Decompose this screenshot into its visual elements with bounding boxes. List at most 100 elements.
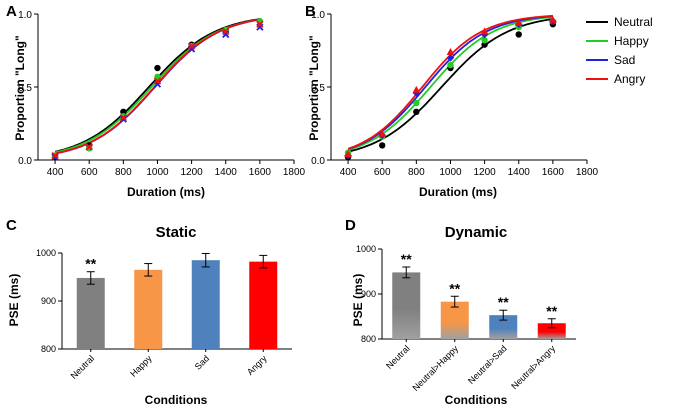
panel-d-bar-2 bbox=[440, 301, 469, 339]
panel-d-category-label: Neutral>Angry bbox=[509, 343, 557, 391]
panel-b-point-sad bbox=[446, 54, 455, 62]
panel-a-point-angry bbox=[85, 143, 93, 151]
panel-a-point-neutral bbox=[120, 108, 127, 116]
panel-a-curve-sad bbox=[54, 18, 261, 155]
panel-a-x-tick-label: 1400 bbox=[215, 167, 238, 178]
panel-d-y-tick-label: 1000 bbox=[356, 244, 376, 254]
panel-b-point-neutral bbox=[379, 142, 386, 149]
panel-a-x-tick-label: 600 bbox=[81, 167, 98, 178]
panel-b-curve-happy bbox=[347, 16, 553, 151]
panel-b-point-angry bbox=[378, 129, 386, 137]
panel-b-x-tick-label: 1600 bbox=[542, 167, 565, 178]
panel-b-x-tick-label: 1400 bbox=[508, 167, 531, 178]
panel-b-plot: 400 600 800 1000 1200 1400 1600 1800 0.0 0.5 1.0 bbox=[311, 10, 598, 178]
panel-b-point-angry bbox=[412, 85, 421, 93]
panel-c-category-label: Sad bbox=[193, 353, 211, 371]
panel-b-point-angry bbox=[549, 15, 557, 23]
panel-d-bar-4 bbox=[537, 323, 566, 339]
panel-b-point-happy bbox=[447, 61, 454, 69]
panel-b-x-tick-label: 1000 bbox=[439, 167, 462, 178]
panel-a-x-tick-label: 400 bbox=[47, 167, 64, 178]
panel-a-x-tick-label: 1000 bbox=[146, 167, 169, 178]
legend-label-neutral: Neutral bbox=[614, 15, 653, 29]
panel-b-y-tick-label: 0.5 bbox=[311, 83, 325, 94]
panel-a-point-sad bbox=[119, 115, 127, 123]
panel-b-point-angry bbox=[480, 27, 489, 35]
panel-a-point-angry bbox=[187, 42, 196, 50]
panel-d-bar-3 bbox=[489, 315, 518, 339]
panel-b-x-tick-label: 600 bbox=[374, 167, 391, 178]
panel-c-y-axis-title: PSE (ms) bbox=[7, 274, 21, 327]
panel-a-curve-angry bbox=[54, 18, 261, 155]
panel-c-category-label: Angry bbox=[245, 353, 269, 377]
panel-b-y-axis-title: Proportion "Long" bbox=[307, 35, 321, 140]
panel-d-bar-1 bbox=[392, 272, 421, 339]
panel-a-point-angry bbox=[51, 151, 59, 160]
panel-letter-a: A bbox=[6, 3, 17, 20]
panel-c-bar-2 bbox=[134, 269, 163, 349]
panel-d-significance-stars: ** bbox=[546, 303, 557, 319]
panel-a-x-tick-label: 1800 bbox=[283, 167, 306, 178]
panel-letter-b: B bbox=[305, 3, 316, 20]
panel-d-category-label: Neutral>Happy bbox=[410, 343, 460, 393]
panel-b-x-tick-label: 800 bbox=[408, 167, 425, 178]
panel-a-point-neutral bbox=[154, 64, 161, 72]
panel-a-y-tick-label: 0.0 bbox=[18, 156, 32, 167]
panel-b-curve-sad bbox=[347, 15, 553, 150]
panel-b-x-tick-label: 400 bbox=[340, 167, 357, 178]
panel-b: B Proportion "Long" Duration (ms) 400 600… bbox=[305, 3, 599, 199]
panel-b-point-happy bbox=[413, 99, 420, 107]
panel-a-y-tick-label: 1.0 bbox=[18, 10, 32, 21]
panel-b-point-neutral bbox=[413, 108, 420, 116]
panel-c-bar-1 bbox=[76, 277, 105, 349]
panel-letter-c: C bbox=[6, 217, 17, 234]
panel-b-x-tick-label: 1200 bbox=[473, 167, 496, 178]
panel-b-point-neutral bbox=[515, 31, 522, 38]
panel-c-category-label: Neutral bbox=[69, 353, 97, 381]
panel-c-y-tick-label: 1000 bbox=[36, 248, 56, 258]
panel-c-y-tick-label: 800 bbox=[41, 344, 56, 354]
panel-a-plot: 400 600 800 1000 1200 1400 1600 1800 0.0 0.5 1.0 bbox=[18, 10, 305, 178]
panel-c-y-tick-label: 900 bbox=[41, 296, 56, 306]
legend: Neutral Happy Sad Angry bbox=[586, 15, 653, 86]
panel-a-x-tick-label: 800 bbox=[115, 167, 132, 178]
panel-c-bar-3 bbox=[191, 260, 220, 349]
panel-d: D Dynamic PSE (ms) Conditions 800 900 1000… bbox=[345, 217, 576, 407]
panel-b-x-tick-label: 1800 bbox=[576, 167, 599, 178]
legend-label-angry: Angry bbox=[614, 72, 645, 86]
panel-b-point-neutral bbox=[481, 41, 488, 48]
panel-c-title: Static bbox=[156, 224, 197, 241]
panel-a-point-angry bbox=[222, 27, 230, 36]
panel-c-significance-stars: ** bbox=[85, 256, 96, 272]
panel-a-curve-happy bbox=[54, 18, 261, 154]
panel-a-x-tick-label: 1200 bbox=[180, 167, 203, 178]
panel-a-point-angry bbox=[153, 77, 162, 85]
panel-a-y-axis-title: Proportion "Long" bbox=[13, 35, 27, 140]
panel-d-y-axis-title: PSE (ms) bbox=[351, 274, 365, 327]
panel-d-y-tick-label: 800 bbox=[361, 334, 376, 344]
panel-d-category-label: Neutral bbox=[384, 343, 412, 371]
panel-a: A Proportion "Long" Duration (ms) 400 600… bbox=[6, 3, 306, 199]
panel-c-category-label: Happy bbox=[128, 353, 154, 379]
panel-d-significance-stars: ** bbox=[401, 251, 412, 267]
panel-d-title: Dynamic bbox=[445, 224, 508, 241]
legend-label-sad: Sad bbox=[614, 53, 635, 67]
panel-b-point-angry bbox=[344, 150, 352, 158]
panel-a-point-angry bbox=[119, 114, 127, 122]
panel-b-point-angry bbox=[446, 47, 455, 55]
panel-b-x-axis-title: Duration (ms) bbox=[419, 185, 497, 199]
panel-a-x-axis-title: Duration (ms) bbox=[127, 185, 205, 199]
panel-b-y-tick-label: 0.0 bbox=[311, 156, 325, 167]
panel-b-point-angry bbox=[514, 18, 523, 26]
panel-a-y-tick-label: 0.5 bbox=[18, 83, 32, 94]
panel-b-y-tick-label: 1.0 bbox=[311, 10, 325, 21]
panel-a-x-tick-label: 1600 bbox=[249, 167, 272, 178]
panel-a-point-happy bbox=[86, 145, 93, 152]
panel-d-category-label: Neutral>Sad bbox=[466, 343, 509, 386]
panel-c: C Static PSE (ms) Conditions 800 900 1000 *… bbox=[6, 217, 292, 407]
panel-b-point-happy bbox=[481, 37, 488, 44]
legend-label-happy: Happy bbox=[614, 34, 649, 48]
panel-d-x-axis-title: Conditions bbox=[445, 393, 508, 407]
panel-d-plot: 800 900 1000 ** Neutral ** Neutral>Happy ** Neut… bbox=[356, 244, 576, 393]
